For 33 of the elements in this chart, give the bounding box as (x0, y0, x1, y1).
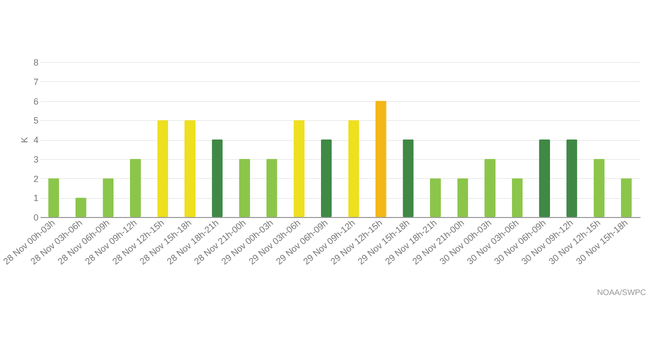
bar (375, 100, 386, 217)
bar (48, 178, 60, 217)
bar (484, 158, 496, 217)
y-tick-label: 4 (33, 135, 38, 145)
bar (512, 178, 523, 217)
y-tick-label: 5 (33, 116, 38, 126)
bar (294, 120, 305, 217)
bar (184, 120, 196, 217)
bar (620, 178, 632, 217)
bar (566, 140, 578, 217)
y-tick-label: 7 (33, 76, 38, 87)
y-tick-label: 3 (33, 154, 38, 164)
y-tick-label: 2 (33, 174, 38, 184)
y-tick-label: 0 (33, 212, 38, 222)
y-tick-label: 1 (33, 193, 38, 204)
bar (402, 140, 414, 217)
text: NOAA/SWPC (597, 288, 646, 297)
bar (130, 158, 141, 217)
y-tick-label: 8 (33, 58, 38, 68)
bar (348, 120, 360, 217)
y-axis-title: K (19, 136, 30, 144)
y-tick-label: 6 (33, 96, 38, 106)
bar (594, 158, 605, 217)
bar (266, 158, 278, 217)
bar (75, 198, 86, 217)
bar (539, 140, 550, 217)
bar (102, 178, 114, 217)
bar (157, 120, 168, 217)
bar (212, 140, 223, 217)
bar (320, 140, 332, 217)
bar (430, 178, 441, 217)
bar (457, 178, 468, 217)
bar (239, 158, 250, 217)
